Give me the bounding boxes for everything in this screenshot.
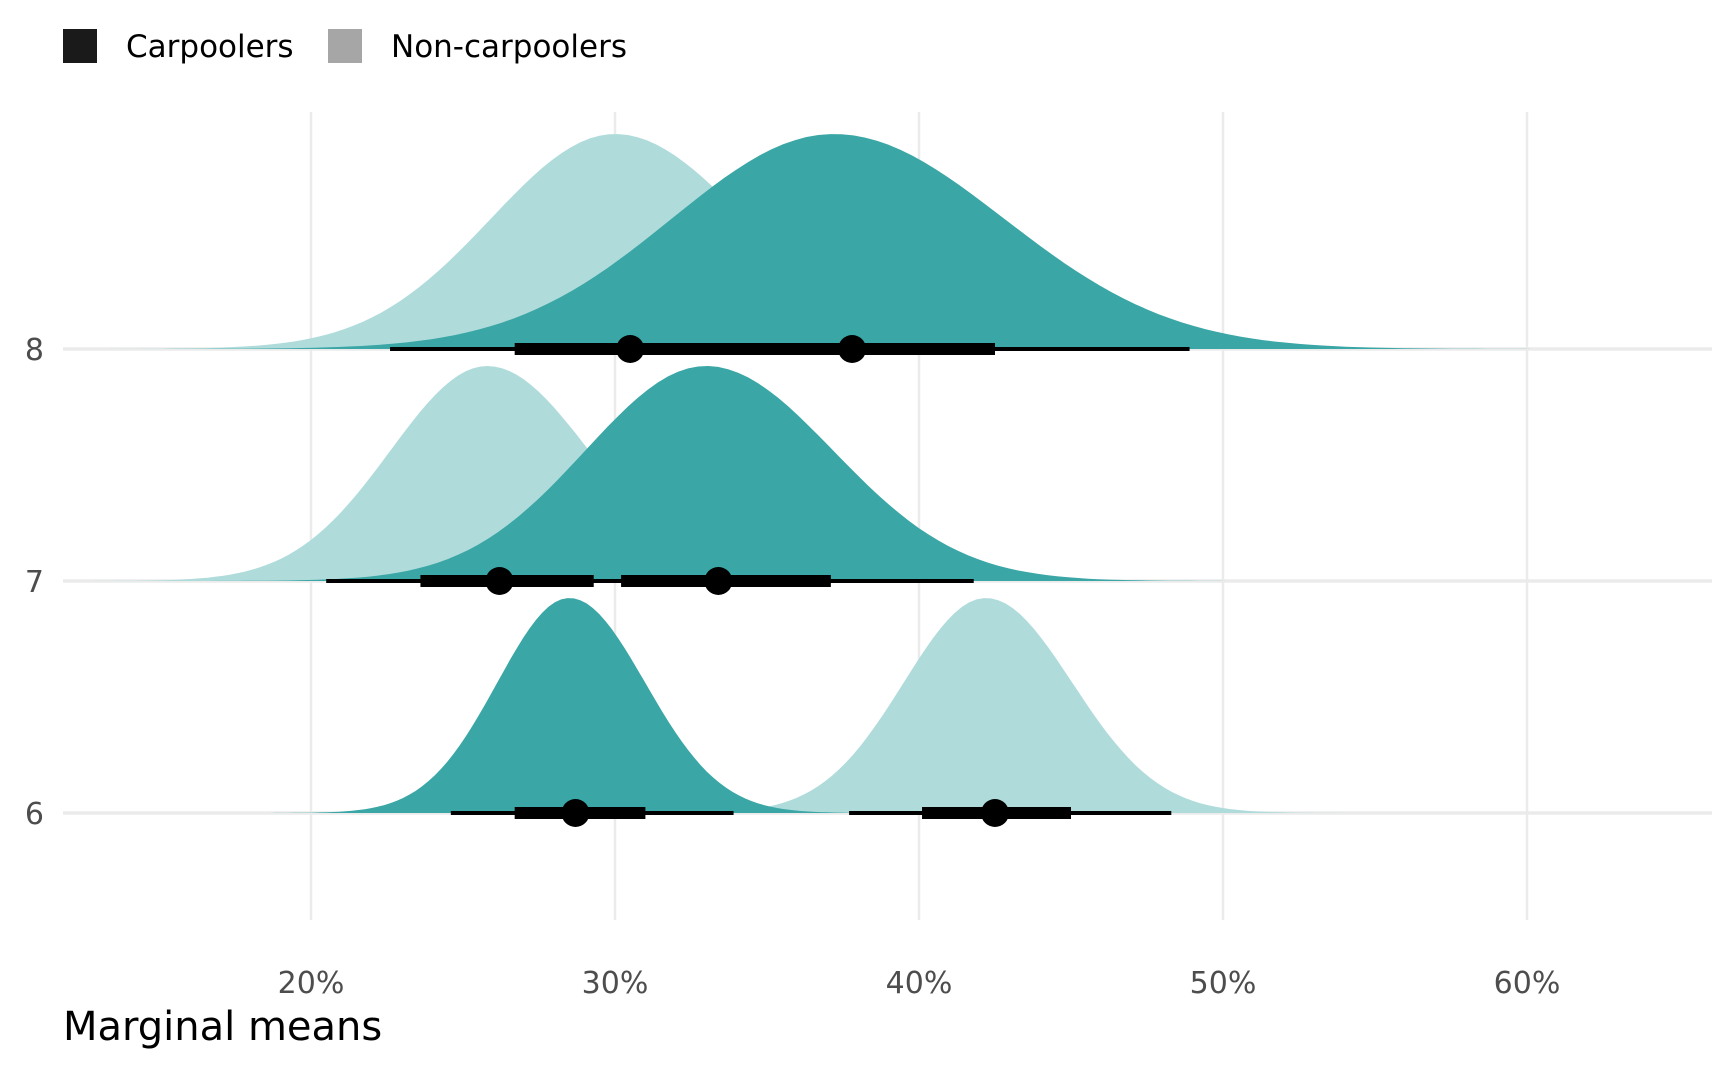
legend-label-carpoolers: Carpoolers [126,29,294,65]
density-non-carpoolers-6 [492,598,1504,813]
y-tick-label: 7 [25,565,44,600]
x-axis-title: Marginal means [63,1004,382,1050]
x-tick-label: 60% [1494,966,1561,1001]
legend-swatch-non-carpoolers [328,29,362,63]
density-carpoolers-8 [67,134,1710,349]
y-tick-label: 6 [25,797,44,832]
density-layer [67,134,1710,813]
x-tick-label: 40% [886,966,953,1001]
legend-label-non-carpoolers: Non-carpoolers [391,29,627,65]
x-tick-label: 50% [1190,966,1257,1001]
point-estimate-carpoolers-8 [838,335,867,363]
legend-swatch-carpoolers [63,29,97,63]
point-estimate-carpoolers-6 [561,799,590,827]
x-tick-label: 30% [582,966,649,1001]
axis-ticks: 20% 30% 40% 50% 60% 6 7 8 [25,333,1560,1001]
x-tick-label: 20% [278,966,345,1001]
y-tick-label: 8 [25,333,44,368]
point-estimate-non-carpoolers-6 [981,799,1009,827]
density-carpoolers-7 [67,366,1469,581]
density-carpoolers-6 [136,598,1024,813]
legend: Carpoolers Non-carpoolers [63,29,627,65]
interval-layer [326,335,1190,827]
point-estimate-carpoolers-7 [704,567,733,595]
point-estimate-non-carpoolers-7 [485,567,514,595]
